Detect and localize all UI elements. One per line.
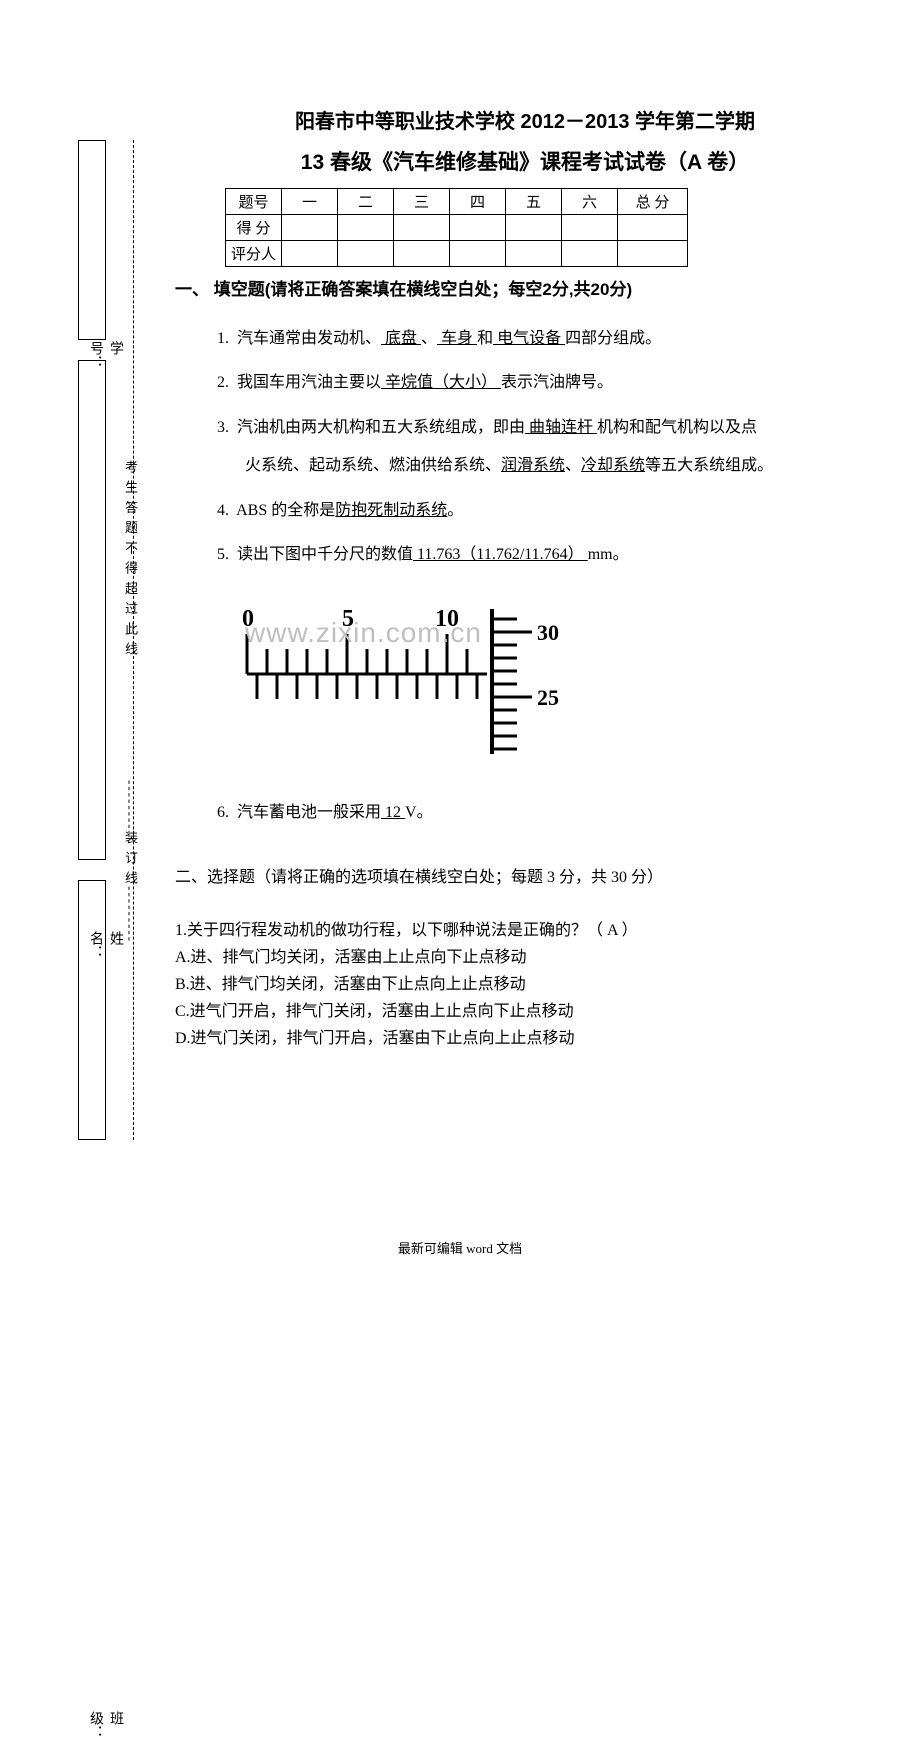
q-text: 等五大系统组成。: [645, 457, 773, 474]
q-text: 四部分组成。: [565, 330, 661, 347]
main-content: 阳春市中等职业技术学校 2012－2013 学年第二学期 13 春级《汽车维修基…: [175, 105, 875, 1053]
binding-box-mid: 姓名：: [78, 360, 106, 860]
col-header: 六: [562, 189, 618, 215]
scorer-cell: [618, 241, 688, 267]
q-text: 我国车用汽油主要以: [237, 374, 381, 391]
binding-staple-text: --------装 订 线---------: [121, 780, 140, 943]
score-cell: [450, 215, 506, 241]
scorer-cell: [394, 241, 450, 267]
q-text: 汽车通常由发动机、: [237, 330, 381, 347]
thimble-label-30: 30: [537, 620, 559, 645]
col-header: 三: [394, 189, 450, 215]
scorer-cell: [506, 241, 562, 267]
q-text: 机构和配气机构以及点: [597, 419, 757, 436]
scorer-cell: [338, 241, 394, 267]
q-text: V。: [405, 804, 433, 821]
q-text: 读出下图中千分尺的数值: [237, 546, 413, 563]
table-row: 得 分: [226, 215, 688, 241]
q-text: 、: [421, 330, 437, 347]
q-num: 6.: [217, 804, 229, 821]
thimble-label-25: 25: [537, 685, 559, 710]
scorer-cell: [450, 241, 506, 267]
q-blank: 曲轴连杆: [525, 419, 597, 436]
q-blank: 11.763（11.762/11.764）: [413, 546, 588, 563]
col-header: 总 分: [618, 189, 688, 215]
q-blank: 底盘: [381, 330, 421, 347]
mc-option-b: B.进、排气门均关闭，活塞由下止点向上止点移动: [175, 971, 875, 998]
q-text: 汽车蓄电池一般采用: [237, 804, 381, 821]
label-class: 班级：: [85, 1711, 125, 1739]
col-header: 二: [338, 189, 394, 215]
q-blank: 辛烷值（大小）: [381, 374, 501, 391]
row-label: 评分人: [226, 241, 282, 267]
q-text: mm。: [588, 546, 629, 563]
binding-warning-text: 考 生 答 题 不 得 超 过 此 线: [121, 460, 140, 657]
q-text: 火系统、起动系统、燃油供给系统、: [245, 457, 501, 474]
q-blank: 12: [381, 804, 405, 821]
mc-option-d: D.进气门关闭，排气门开启，活塞由下止点向上止点移动: [175, 1025, 875, 1052]
mc-option-a: A.进、排气门均关闭，活塞由上止点向下止点移动: [175, 944, 875, 971]
score-cell: [394, 215, 450, 241]
col-header: 五: [506, 189, 562, 215]
q-num: 2.: [217, 374, 229, 391]
question-4: 4. ABS 的全称是防抱死制动系统。: [217, 492, 875, 530]
scorer-cell: [282, 241, 338, 267]
score-cell: [506, 215, 562, 241]
question-2: 2. 我国车用汽油主要以 辛烷值（大小） 表示汽油牌号。: [217, 364, 875, 402]
score-cell: [282, 215, 338, 241]
binding-box-bottom: 班级：: [78, 880, 106, 1140]
col-header: 四: [450, 189, 506, 215]
table-row: 题号 一 二 三 四 五 六 总 分: [226, 189, 688, 215]
micrometer-diagram: www.zixin.com.cn: [237, 594, 657, 774]
q-blank: 冷却系统: [581, 457, 645, 474]
q-text: 。: [447, 502, 463, 519]
table-row: 评分人: [226, 241, 688, 267]
page-container: 学号： 姓名： 班级： 考 生 答 题 不 得 超 过 此 线 --------…: [0, 0, 920, 1302]
mc-question-1: 1.关于四行程发动机的做功行程，以下哪种说法是正确的？（ A ）: [175, 917, 875, 944]
q-text: ABS 的全称是: [236, 502, 335, 519]
question-3: 3. 汽油机由两大机构和五大系统组成，即由 曲轴连杆 机构和配气机构以及点 火系…: [217, 409, 875, 486]
q-blank: 防抱死制动系统: [335, 502, 447, 519]
q-text: 和: [477, 330, 493, 347]
fill-blank-list: 1. 汽车通常由发动机、 底盘 、 车身 和 电气设备 四部分组成。 2. 我国…: [217, 320, 875, 833]
q-num: 5.: [217, 546, 229, 563]
q-text: 表示汽油牌号。: [501, 374, 613, 391]
q-num: 1.: [217, 330, 229, 347]
score-table: 题号 一 二 三 四 五 六 总 分 得 分 评分人: [225, 188, 688, 267]
row-label: 得 分: [226, 215, 282, 241]
binding-margin: 学号： 姓名： 班级： 考 生 答 题 不 得 超 过 此 线 --------…: [78, 140, 148, 1140]
school-title: 阳春市中等职业技术学校 2012－2013 学年第二学期: [175, 105, 875, 134]
q-blank: 车身: [437, 330, 477, 347]
section2-header: 二、选择题（请将正确的选项填在横线空白处；每题 3 分，共 30 分）: [175, 863, 875, 887]
q-num: 4.: [217, 502, 229, 519]
row-label: 题号: [226, 189, 282, 215]
score-cell: [562, 215, 618, 241]
col-header: 一: [282, 189, 338, 215]
q-text: 汽油机由两大机构和五大系统组成，即由: [237, 419, 525, 436]
score-cell: [338, 215, 394, 241]
question-6: 6. 汽车蓄电池一般采用 12 V。: [217, 794, 875, 832]
exam-title: 13 春级《汽车维修基础》课程考试试卷（A 卷）: [175, 146, 875, 176]
q-text: 、: [565, 457, 581, 474]
binding-box-top: 学号：: [78, 140, 106, 340]
question-5: 5. 读出下图中千分尺的数值 11.763（11.762/11.764） mm。: [217, 536, 875, 574]
footer-text: 最新可编辑 word 文档: [0, 1238, 920, 1257]
section1-header: 一、 填空题(请将正确答案填在横线空白处；每空2分,共20分): [175, 275, 875, 300]
scorer-cell: [562, 241, 618, 267]
question-1: 1. 汽车通常由发动机、 底盘 、 车身 和 电气设备 四部分组成。: [217, 320, 875, 358]
q-num: 3.: [217, 419, 229, 436]
mc-option-c: C.进气门开启，排气门关闭，活塞由上止点向下止点移动: [175, 998, 875, 1025]
watermark-text: www.zixin.com.cn: [245, 599, 482, 666]
score-cell: [618, 215, 688, 241]
q-blank: 润滑系统: [501, 457, 565, 474]
q-blank: 电气设备: [493, 330, 565, 347]
